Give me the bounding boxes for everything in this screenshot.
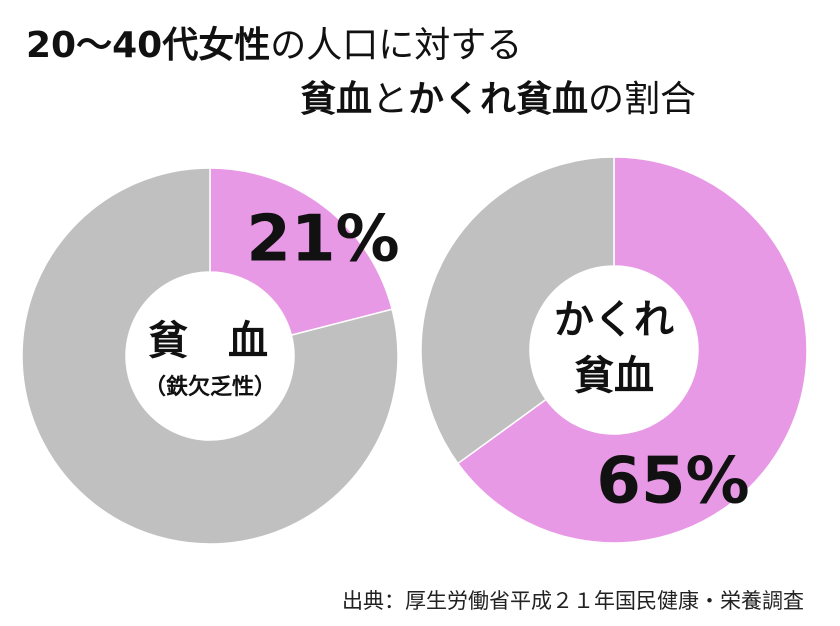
title-segment: 貧血 — [300, 79, 373, 120]
title-segment: の割合 — [588, 79, 697, 120]
center-sublabel-anemia: （鉄欠乏性） — [144, 374, 276, 400]
slice-hidden-anemia — [456, 156, 808, 544]
center-label-hidden-anemia-line1: かくれ — [554, 297, 674, 343]
title-segment: かくれ貧血 — [408, 79, 589, 120]
source-note: 出典：厚生労働省平成２１年国民健康・栄養調査 — [342, 589, 804, 613]
donut-chart-hidden-anemia: 65% かくれ 貧血 — [420, 156, 808, 544]
center-label-anemia: 貧 血 — [148, 318, 268, 364]
title-segment: 20～40代女性 — [26, 25, 271, 66]
value-label-anemia: 21% — [246, 203, 399, 277]
title-segment: と — [372, 79, 409, 120]
chart-title-line-2: 貧血とかくれ貧血の割合 — [300, 78, 696, 122]
chart-title-line-1: 20～40代女性の人口に対する — [26, 24, 522, 68]
center-label-hidden-anemia-line2: 貧血 — [574, 353, 654, 399]
value-label-hidden-anemia: 65% — [596, 445, 749, 519]
donut-hole — [126, 272, 294, 440]
title-segment: の人口に対する — [270, 25, 523, 66]
donut-hole — [530, 266, 698, 434]
donut-chart-anemia: 21% 貧 血 （鉄欠乏性） — [21, 167, 400, 545]
